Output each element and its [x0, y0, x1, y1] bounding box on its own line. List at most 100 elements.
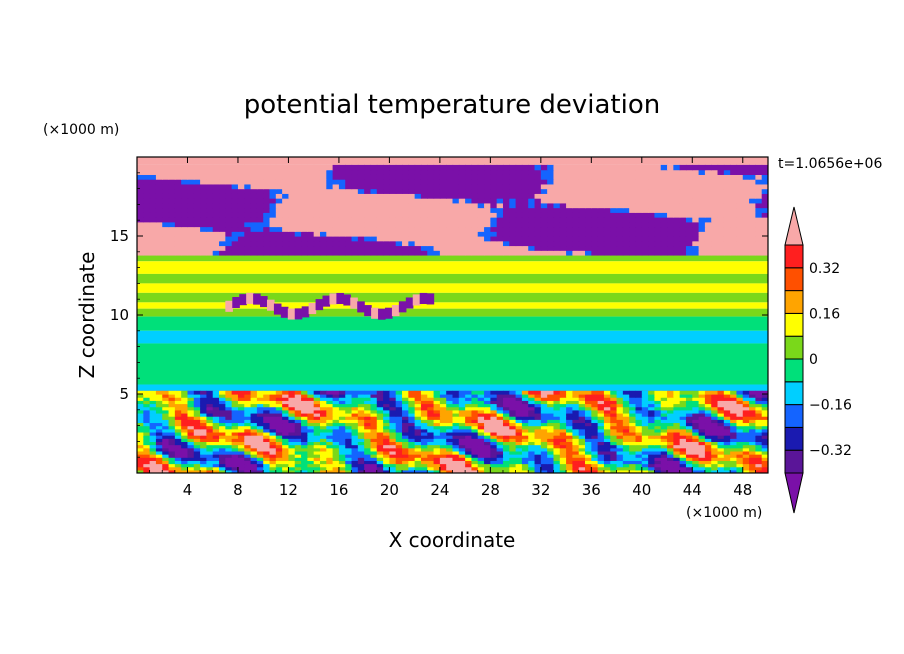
field-cell	[294, 466, 302, 471]
field-cell	[357, 457, 365, 461]
field-cell	[452, 403, 460, 408]
field-cell	[553, 450, 561, 455]
field-cell	[540, 169, 548, 175]
field-cell	[149, 231, 157, 237]
field-cell	[547, 441, 555, 446]
field-cell	[578, 169, 586, 175]
field-cell	[307, 217, 315, 223]
field-cell	[502, 457, 510, 461]
field-cell	[667, 240, 674, 247]
field-cell	[408, 250, 416, 256]
field-cell	[149, 428, 157, 433]
field-cell	[237, 207, 245, 213]
field-band	[137, 343, 768, 385]
field-cell	[698, 183, 706, 190]
field-cell	[553, 202, 561, 209]
field-cell	[288, 425, 296, 430]
field-cell	[237, 400, 245, 405]
field-cell	[364, 188, 372, 194]
field-cell	[351, 450, 359, 455]
field-cell	[376, 174, 384, 180]
field-cell	[585, 450, 592, 455]
field-cell	[338, 409, 346, 414]
field-cell	[402, 422, 409, 427]
field-cell	[212, 428, 220, 433]
field-cell	[458, 454, 466, 458]
field-cell	[692, 466, 700, 471]
field-cell	[597, 431, 605, 436]
field-cell	[616, 419, 624, 424]
field-cell	[427, 403, 435, 408]
field-cell	[692, 164, 700, 171]
field-cell	[465, 447, 473, 452]
field-cell	[484, 240, 491, 247]
field-cell	[540, 179, 548, 185]
field-cell	[168, 221, 176, 228]
field-cell	[591, 463, 599, 468]
field-cell	[490, 438, 498, 442]
field-cell	[521, 217, 529, 223]
field-cell	[578, 193, 586, 199]
field-cell	[679, 207, 687, 213]
field-cell	[427, 394, 435, 398]
field-cell	[181, 466, 189, 471]
field-cell	[553, 431, 561, 436]
field-cell	[723, 188, 731, 194]
field-cell	[477, 207, 485, 213]
field-cell	[402, 217, 409, 223]
field-cell	[149, 441, 157, 446]
field-cell	[635, 438, 643, 442]
field-cell	[395, 217, 403, 223]
field-cell	[187, 169, 195, 175]
field-cell	[648, 217, 656, 223]
field-cell	[603, 435, 611, 439]
field-cell	[597, 164, 605, 171]
field-cell	[698, 431, 706, 436]
field-cell	[408, 457, 416, 461]
field-cell	[181, 438, 189, 442]
field-cell	[515, 441, 523, 446]
field-cell	[755, 422, 763, 427]
field-cell	[155, 403, 163, 408]
field-cell	[452, 188, 460, 194]
field-cell	[559, 240, 567, 247]
field-cell	[301, 169, 308, 175]
field-cell	[730, 202, 738, 209]
field-cell	[402, 236, 409, 242]
field-cell	[578, 240, 586, 247]
field-cell	[231, 240, 239, 247]
field-cell	[540, 202, 548, 209]
field-cell	[761, 450, 768, 455]
field-cell	[301, 202, 308, 209]
field-cell	[414, 164, 422, 171]
field-cell	[490, 390, 498, 395]
field-cell	[521, 231, 529, 237]
field-cell	[332, 412, 340, 417]
field-cell	[749, 412, 756, 417]
field-cell	[667, 183, 674, 190]
field-cell	[137, 422, 144, 427]
field-cell	[155, 188, 163, 194]
field-cell	[484, 431, 491, 436]
field-cell	[736, 438, 744, 442]
field-cell	[155, 435, 163, 439]
field-cell	[313, 169, 321, 175]
field-cell	[667, 164, 674, 171]
field-cell	[420, 428, 428, 433]
field-cell	[338, 240, 346, 247]
field-cell	[313, 438, 321, 442]
field-cell	[496, 394, 504, 398]
field-cell	[673, 435, 681, 439]
field-cell	[319, 469, 327, 473]
field-cell	[490, 463, 498, 468]
field-cell	[572, 250, 580, 256]
field-cell	[692, 226, 700, 232]
field-cell	[408, 174, 416, 180]
field-cell	[742, 441, 750, 446]
field-cell	[155, 207, 163, 213]
field-cell	[256, 450, 264, 455]
field-cell	[673, 400, 681, 405]
field-cell	[553, 444, 561, 449]
field-cell	[338, 179, 346, 185]
field-cell	[591, 460, 599, 465]
